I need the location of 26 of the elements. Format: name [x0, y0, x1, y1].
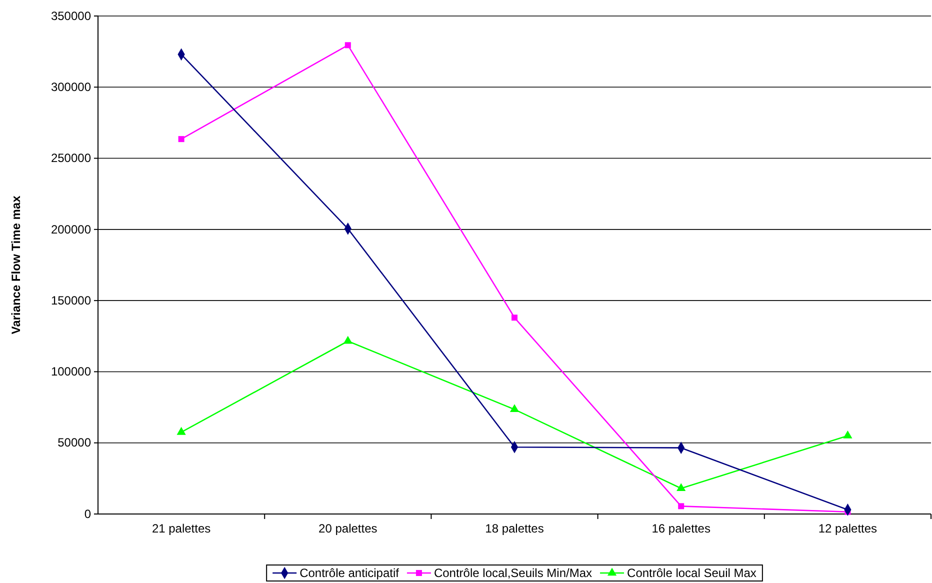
y-tick-label: 150000: [50, 293, 92, 308]
y-tick-label: 300000: [50, 80, 92, 94]
y-tick-label: 0: [84, 506, 92, 521]
x-tick-label: 16 palettes: [652, 522, 710, 536]
point: [178, 136, 184, 142]
legend-label: Contrôle anticipatif: [300, 566, 400, 580]
point: [676, 483, 686, 492]
point: [512, 314, 518, 321]
y-tick-label: 350000: [50, 8, 92, 23]
y-tick-label: 250000: [50, 151, 92, 166]
point: [176, 426, 186, 435]
x-tick-label: 20 palettes: [318, 522, 378, 536]
point: [510, 404, 520, 412]
point: [843, 430, 852, 438]
legend-label: Contrôle local Seuil Max: [627, 566, 756, 580]
point: [678, 503, 684, 510]
x-tick-label: 18 palettes: [485, 522, 544, 536]
y-tick-label: 100000: [50, 364, 92, 379]
y-tick-label: 50000: [58, 436, 92, 450]
point: [344, 42, 351, 48]
x-tick-label: 21 palettes: [152, 522, 211, 536]
point: [343, 336, 352, 344]
y-tick-label: 200000: [50, 222, 92, 236]
x-tick-label: 12 palettes: [818, 522, 878, 536]
legend-label: Contrôle local,Seuils Min/Max: [434, 566, 592, 580]
y-axis-title: Variance Flow Time max: [9, 195, 23, 334]
